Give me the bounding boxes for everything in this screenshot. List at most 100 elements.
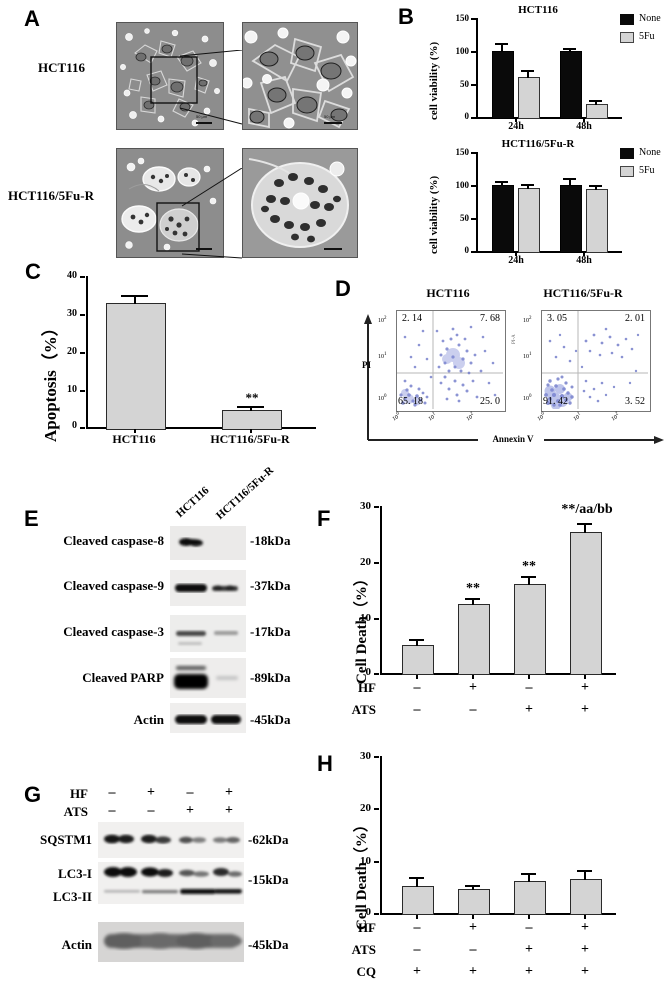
legend-label-5fu-b2: 5Fu [639, 165, 655, 176]
panelB-chart2: HCT116/5Fu-R cell viability (%) 150 100 … [424, 138, 664, 270]
panelH-cond-cq-2: + [469, 964, 477, 979]
panelF-cond-hf-3: – [525, 680, 533, 695]
panelD-group: HCT116 HCT116/5Fu-R PI Annexin V [356, 286, 668, 456]
scalebar-a2-text: 50 μm [324, 114, 336, 119]
panel-label-e: E [24, 506, 39, 531]
micrograph-hct116-high [242, 22, 358, 130]
legend-swatch-5fu-b2 [620, 166, 634, 177]
panelC-ytick-40: 40 [67, 270, 77, 281]
bar-5fur-48h-none [560, 185, 582, 253]
blot-cleaved-caspase-9 [170, 570, 246, 606]
panelG-row2-mw: -15kDa [248, 872, 289, 887]
panelH-ytick-0: 0 [365, 906, 372, 918]
panelH-ytick-30: 30 [360, 750, 371, 762]
scalebar-a1 [196, 122, 212, 124]
blot-cleaved-caspase-3 [170, 615, 246, 652]
panelH-cond-ats-3: + [525, 942, 533, 957]
panelF-cond-ats-label: ATS [351, 702, 376, 717]
micrograph-hct116-low [116, 22, 224, 130]
blot-cleaved-parp [170, 658, 246, 698]
panelD-title-right: HCT116/5Fu-R [543, 286, 623, 300]
panelF-ytick-30: 30 [360, 500, 371, 512]
legend-swatch-none-b2 [620, 148, 634, 159]
scalebar-a4 [324, 248, 342, 250]
panelB-c2-ytick-150: 150 [455, 147, 470, 157]
zoom-connector-a1 [179, 50, 243, 125]
flow-left-q-lr: 25. 0 [480, 396, 500, 407]
panelH-cond-hf-label: HF [357, 920, 376, 935]
panelG-cond-hf-2: + [147, 785, 155, 800]
scalebar-a2 [324, 122, 342, 124]
bar-5fur-24h-5fu [518, 188, 540, 253]
panelD-ylabel: PI [362, 360, 371, 370]
panelG-cond-hf-1: – [108, 785, 116, 800]
panelE-row4-mw: -89kDa [250, 670, 291, 685]
panelF-cond-ats-4: + [581, 702, 589, 717]
blot-actin-g [98, 922, 244, 962]
panelH-ytick-10: 10 [360, 855, 371, 867]
panelE-row2-mw: -37kDa [250, 578, 291, 593]
flow-left-q-ul: 2. 14 [402, 313, 422, 324]
flow-right-q-lr: 3. 52 [625, 396, 645, 407]
panelC-ytick-10: 10 [67, 384, 77, 395]
panelH-cond-hf-4: + [581, 920, 589, 935]
panelE-row5-name: Actin [133, 712, 164, 727]
panelF-star-4: **/aa/bb [561, 502, 613, 517]
panelG-cond-hf-4: + [225, 785, 233, 800]
panelF-ytick-20: 20 [360, 556, 371, 568]
panelB-c2-xtick-48h: 48h [576, 255, 592, 266]
panelH-cond-hf-2: + [469, 920, 477, 935]
panelF-cond-hf-2: + [469, 680, 477, 695]
flow-right-q-ul: 3. 05 [547, 313, 567, 324]
panel-label-f: F [317, 506, 331, 531]
legend-label-none-b1: None [639, 13, 661, 24]
panelH-ytick-20: 20 [360, 802, 371, 814]
panelB-c1-ytick-50: 50 [460, 79, 469, 89]
panelF-cond-hf-label: HF [357, 680, 376, 695]
panelB-c2-ytick-100: 100 [455, 180, 470, 190]
panelG-cond-ats-1: – [108, 803, 116, 818]
panel-label-g: G [24, 782, 42, 807]
panelA-row1-label: HCT116 [38, 60, 85, 75]
panelC-chart: Apoptosis（%） 40 30 20 10 0 ** HCT116 HCT… [20, 262, 320, 457]
panelH-chart: Cell Death（%） 30 20 10 0 HF – + – + ATS [312, 744, 668, 984]
panelG-row3-name: Actin [61, 937, 92, 952]
panelF-ytick-0: 0 [365, 666, 372, 678]
panelG-row1-mw: -62kDa [248, 832, 289, 847]
panelC-ytick-0: 0 [72, 420, 77, 431]
panelF-chart: Cell Death（%） 30 20 10 0 ** ** **/aa/bb [312, 476, 668, 730]
panelB-c1-xtick-48h: 48h [576, 121, 592, 132]
panelB-chart2-title: HCT116/5Fu-R [501, 138, 575, 150]
panelD-outer-axes [364, 314, 664, 446]
micrograph-5fur-high [242, 148, 358, 258]
panelG-cond-ats-4: + [225, 803, 233, 818]
bar-hct116-48h-5fu [586, 104, 608, 119]
panelH-cond-ats-1: – [413, 942, 421, 957]
panelH-cond-cq-3: + [525, 964, 533, 979]
panelH-cond-ats-label: ATS [351, 942, 376, 957]
panelB-c2-ytick-50: 50 [460, 213, 469, 223]
blot-sqstm1 [98, 822, 244, 858]
panelG-row2-name1: LC3-I [58, 866, 92, 881]
panel-label-h: H [317, 751, 333, 776]
panelG-cond-ats-2: – [147, 803, 155, 818]
panelG-row2-name2: LC3-II [52, 889, 92, 904]
blot-lc3 [98, 862, 244, 904]
panelG-cond-hf-label: HF [69, 786, 88, 801]
bar-h-4 [570, 879, 602, 915]
panelB-c1-xtick-24h: 24h [508, 121, 524, 132]
legend-label-5fu-b1: 5Fu [639, 31, 655, 42]
panelG-cond-hf-3: – [186, 785, 194, 800]
panel-label-c: C [25, 259, 41, 284]
panelH-cond-hf-1: – [413, 920, 421, 935]
panelG-row3-mw: -45kDa [248, 937, 289, 952]
panelF-ytick-10: 10 [360, 612, 371, 624]
panelG-row1-name: SQSTM1 [39, 832, 92, 847]
panelE-lane-label-1: HCT116 [173, 484, 212, 520]
flow-plot-hct116: 2. 14 7. 68 65. 18 25. 0 [396, 310, 506, 412]
panelF-star-2: ** [466, 581, 480, 596]
panelC-ytick-30: 30 [67, 308, 77, 319]
flow-left-q-ll: 65. 18 [398, 396, 423, 407]
bar-apoptosis-hct116 [106, 303, 166, 430]
